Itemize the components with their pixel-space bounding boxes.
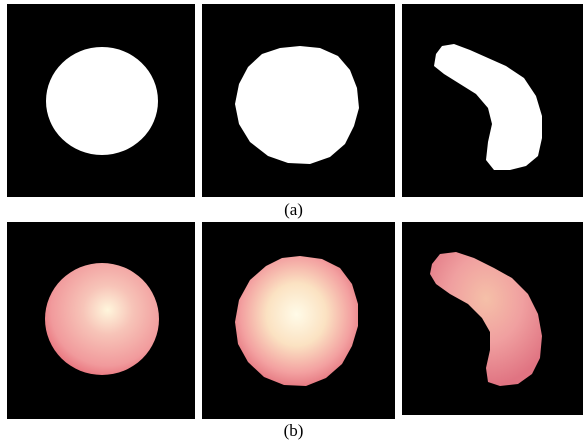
cell-panel-round-1 (7, 222, 195, 419)
caption-b: (b) (283, 421, 304, 440)
mask-panel-round-1 (7, 4, 195, 197)
mask-round-1-image (7, 4, 195, 197)
cell-round-2-shape (235, 256, 358, 386)
cell-round-2-image (202, 222, 395, 419)
cell-panel-sickle (402, 222, 583, 415)
mask-panel-sickle (402, 4, 583, 197)
mask-sickle-image (402, 4, 583, 197)
mask-panel-round-2 (202, 4, 395, 197)
mask-sickle-shape (434, 44, 542, 170)
cell-sickle-image (402, 222, 583, 415)
cell-round-1-shape (45, 263, 159, 375)
cell-round-1-image (7, 222, 195, 419)
cell-sickle-shape (430, 252, 542, 386)
mask-round-1-shape (46, 47, 158, 155)
cell-panel-round-2 (202, 222, 395, 419)
mask-round-2-shape (235, 46, 359, 164)
mask-round-2-image (202, 4, 395, 197)
caption-a: (a) (284, 200, 303, 219)
